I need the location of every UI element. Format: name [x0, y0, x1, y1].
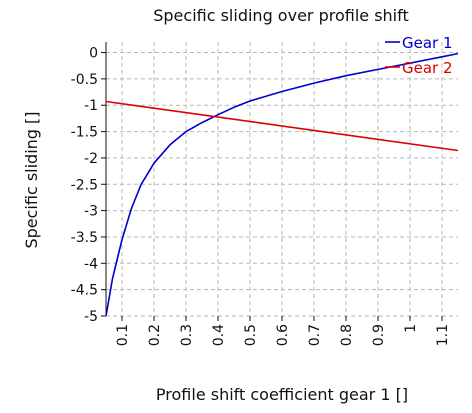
x-tick-label: 1 — [403, 324, 419, 333]
x-tick-label: 0.4 — [211, 324, 227, 346]
legend-label-1: Gear 1 — [402, 34, 453, 52]
y-tick-label: -2.5 — [71, 177, 98, 193]
legend: Gear 1 Gear 2 — [385, 34, 453, 77]
y-tick-label: -4.5 — [71, 283, 98, 299]
x-tick-label: 0.7 — [307, 324, 323, 346]
x-tick-label: 0.8 — [339, 324, 355, 346]
x-tick-label: 0.9 — [371, 324, 387, 346]
y-tick-label: -5 — [84, 309, 98, 325]
chart-title: Specific sliding over profile shift — [153, 6, 409, 25]
x-tick-label: 0.1 — [115, 324, 131, 346]
x-tick-label: 1.1 — [435, 324, 451, 346]
series-line-2 — [106, 100, 458, 152]
y-tick-label: -3.5 — [71, 230, 98, 246]
y-tick-label: -3 — [84, 204, 98, 220]
y-tick-label: -2 — [84, 151, 98, 167]
series-line-1 — [106, 52, 458, 316]
x-tick-label: 0.6 — [275, 324, 291, 346]
x-axis-label: Profile shift coefficient gear 1 [] — [156, 385, 408, 404]
y-tick-labels: 0 -0.5 -1 -1.5 -2 -2.5 -3 -3.5 -4 -4.5 -5 — [71, 46, 98, 325]
grid — [106, 42, 458, 317]
y-tick-label: -1 — [84, 98, 98, 114]
y-tick-label: -4 — [84, 256, 98, 272]
x-tick-labels: 0.1 0.2 0.3 0.4 0.5 0.6 0.7 0.8 0.9 1 1.1 — [115, 324, 451, 346]
y-tick-label: 0 — [89, 46, 98, 62]
y-axis-label: Specific sliding [] — [22, 111, 41, 248]
x-tick-label: 0.5 — [243, 324, 259, 346]
x-tick-label: 0.2 — [147, 324, 163, 346]
axes — [101, 42, 443, 321]
series — [106, 52, 458, 316]
y-tick-label: -0.5 — [71, 72, 98, 88]
x-tick-label: 0.3 — [179, 324, 195, 346]
y-tick-label: -1.5 — [71, 125, 98, 141]
legend-label-2: Gear 2 — [402, 59, 453, 77]
